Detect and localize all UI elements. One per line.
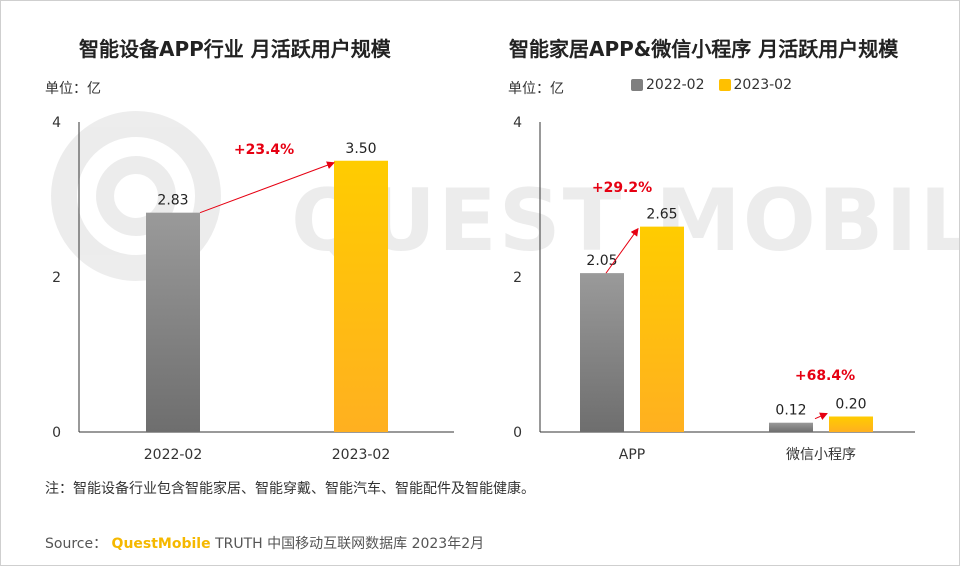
legend-swatch-2023 bbox=[718, 79, 731, 91]
chart1-value-label-1: 3.50 bbox=[345, 141, 376, 157]
chart2-y-tick-0: 0 bbox=[513, 425, 522, 441]
chart1-growth-arrow bbox=[199, 161, 335, 214]
chart2-title: 智能家居APP&微信小程序 月活跃用户规模 bbox=[509, 37, 899, 61]
legend-item-2023: 2023-02 bbox=[718, 77, 793, 93]
chart2-y-tick-2: 2 bbox=[513, 270, 522, 286]
chart1-x-tick-1: 2023-02 bbox=[332, 447, 391, 463]
chart2-growth-label-1: +68.4% bbox=[795, 368, 855, 384]
chart2-y-tick-4: 4 bbox=[513, 115, 522, 131]
chart2-bar-APP-2023-02 bbox=[640, 226, 684, 432]
chart1-growth-label: +23.4% bbox=[234, 142, 294, 158]
chart2-x-tick-1: 微信小程序 bbox=[786, 447, 856, 463]
legend-label-2023: 2023-02 bbox=[733, 77, 793, 93]
chart2-growth-label-0: +29.2% bbox=[592, 180, 652, 196]
chart2-value-label-1-0: 0.12 bbox=[775, 403, 806, 419]
chart1-value-label-0: 2.83 bbox=[157, 193, 188, 209]
chart2-legend: 2022-02 2023-02 bbox=[631, 77, 806, 93]
chart2-unit: 单位：亿 bbox=[508, 81, 564, 97]
source-brand: QuestMobile bbox=[111, 536, 211, 552]
chart1-bar-2023-02 bbox=[334, 160, 388, 432]
legend-swatch-2022 bbox=[631, 79, 643, 91]
source-line: Source： QuestMobile TRUTH 中国移动互联网数据库 202… bbox=[45, 533, 484, 553]
legend-label-2022: 2022-02 bbox=[646, 77, 705, 93]
chart1-bar-2022-02 bbox=[146, 212, 200, 432]
chart2-value-label-1-1: 0.20 bbox=[835, 397, 866, 413]
footnote: 注：智能设备行业包含智能家居、智能穿戴、智能汽车、智能配件及智能健康。 bbox=[45, 481, 535, 497]
chart2-bar-微信小程序-2023-02 bbox=[829, 416, 873, 432]
chart1-y-tick-0: 0 bbox=[52, 425, 61, 441]
chart2-value-label-0-0: 2.05 bbox=[586, 253, 617, 269]
chart1-y-tick-4: 4 bbox=[52, 115, 61, 131]
source-rest: TRUTH 中国移动互联网数据库 2023年2月 bbox=[215, 536, 485, 552]
chart1-x-tick-0: 2022-02 bbox=[144, 447, 203, 463]
legend-item-2022: 2022-02 bbox=[631, 77, 705, 93]
chart2-value-label-0-1: 2.65 bbox=[646, 207, 677, 223]
chart1-y-tick-2: 2 bbox=[52, 270, 61, 286]
chart2-growth-arrow-1 bbox=[814, 412, 828, 420]
chart1-title: 智能设备APP行业 月活跃用户规模 bbox=[79, 37, 391, 61]
chart2-bar-微信小程序-2022-02 bbox=[769, 422, 813, 432]
chart2-growth-arrow-0 bbox=[605, 227, 639, 274]
source-prefix: Source： bbox=[45, 536, 108, 552]
chart1-unit: 单位：亿 bbox=[45, 81, 101, 97]
chart2-bar-APP-2022-02 bbox=[580, 273, 624, 432]
chart2-x-tick-0: APP bbox=[619, 447, 645, 463]
